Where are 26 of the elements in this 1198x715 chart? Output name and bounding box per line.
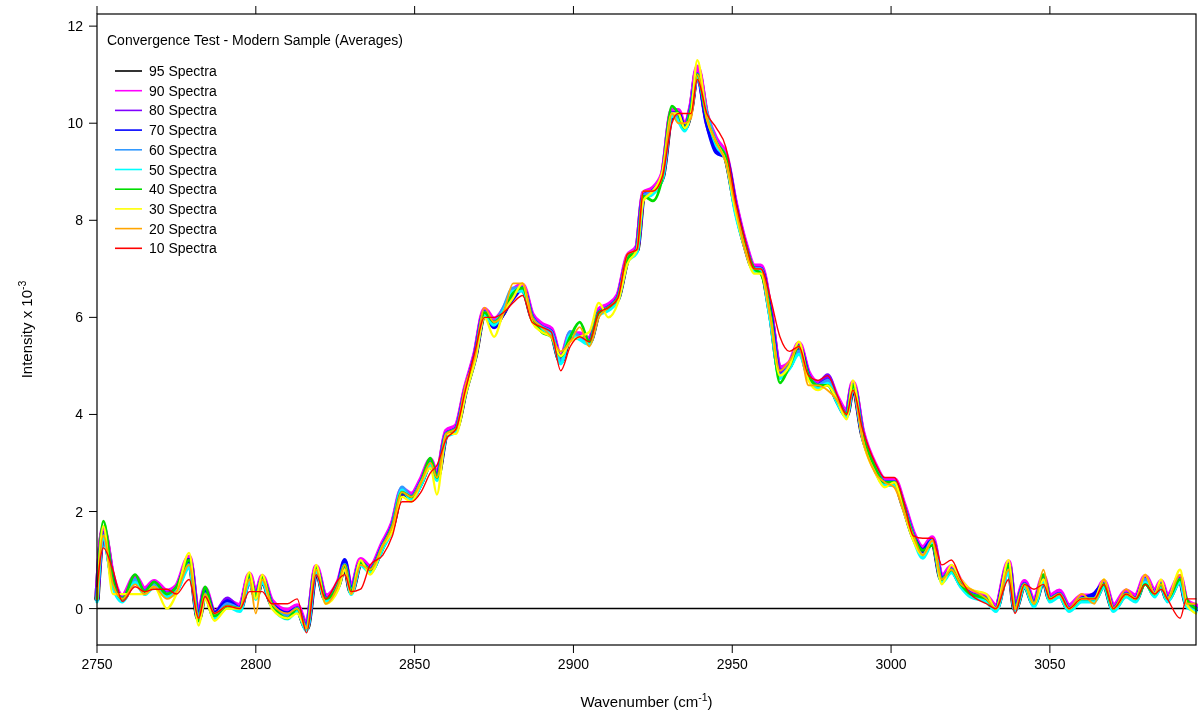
- y-tick-label: 8: [75, 212, 84, 229]
- legend-label: 30 Spectra: [149, 200, 217, 217]
- y-tick-label: 2: [75, 503, 84, 520]
- legend-title: Convergence Test - Modern Sample (Averages): [107, 32, 403, 48]
- x-tick-label: 2850: [399, 656, 431, 672]
- legend-label: 95 Spectra: [149, 63, 217, 79]
- y-tick-label: 0: [75, 600, 84, 617]
- y-tick-label: 4: [75, 406, 84, 423]
- x-axis-title: Wavenumber (cm$^{-1}$): [580, 691, 713, 710]
- legend-label: 50 Spectra: [149, 161, 217, 178]
- legend-label: 20 Spectra: [149, 220, 217, 237]
- legend-label: 80 Spectra: [149, 102, 217, 119]
- x-tick-label: 2800: [240, 656, 272, 672]
- y-tick-label: 12: [67, 18, 84, 35]
- y-tick-label: 6: [75, 309, 84, 326]
- legend-label: 90 Spectra: [149, 82, 217, 99]
- x-tick-label: 2750: [81, 656, 113, 672]
- legend-label: 70 Spectra: [149, 122, 217, 139]
- x-tick-label: 3000: [875, 656, 907, 672]
- legend-label: 40 Spectra: [149, 181, 217, 198]
- x-tick-label: 2950: [716, 656, 749, 672]
- x-tick-label: 2900: [557, 656, 590, 672]
- legend-label: 10 Spectra: [149, 240, 217, 257]
- legend-label: 60 Spectra: [149, 141, 217, 158]
- x-tick-label: 3050: [1034, 656, 1066, 672]
- y-tick-label: 10: [67, 115, 84, 132]
